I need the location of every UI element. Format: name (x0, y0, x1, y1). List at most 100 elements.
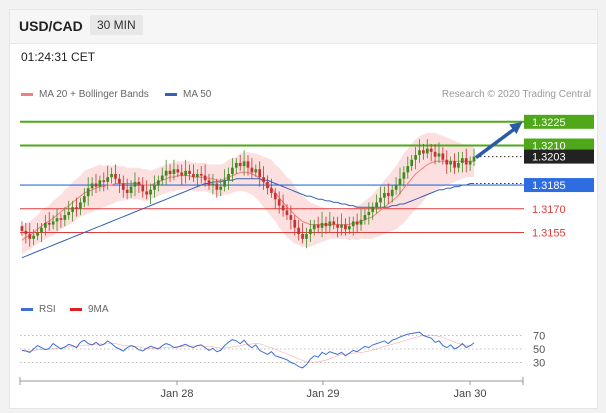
candle-body (320, 222, 324, 228)
candle-body (457, 162, 460, 168)
candle-body (328, 221, 332, 227)
timeframe-badge[interactable]: 30 MIN (90, 15, 143, 35)
x-tick-label: Jan 29 (306, 388, 339, 400)
candle-body (192, 173, 195, 178)
candle-body (258, 169, 262, 178)
candle-body (106, 177, 110, 182)
candle-body (453, 161, 456, 168)
candle-body (24, 230, 28, 235)
candle-body (367, 211, 371, 216)
candle-body (301, 234, 304, 239)
candle-body (36, 232, 39, 236)
candle-body (468, 161, 472, 165)
candle-body (164, 170, 168, 176)
candle-body (238, 162, 242, 167)
candle-body (250, 167, 254, 173)
candle-body (176, 169, 180, 173)
level-label-box (524, 178, 594, 193)
candle-body (410, 159, 414, 167)
ma50-swatch (165, 92, 177, 96)
candle-body (55, 218, 59, 222)
candle-body (153, 185, 156, 190)
legend-rsi: RSI (21, 304, 56, 315)
candle-body (445, 159, 449, 165)
candle-body (363, 215, 367, 220)
candle-body (418, 150, 421, 156)
candle-body (402, 172, 406, 179)
ma50-legend-label: MA 50 (183, 89, 212, 100)
timestamp: 01:24:31 CET (21, 50, 96, 64)
credit-text: Research © 2020 Trading Central (441, 89, 591, 100)
chart-card: USD/CAD 30 MIN 01:24:31 CET MA 20 + Boll… (9, 9, 598, 409)
candle-body (20, 226, 24, 231)
candle-body (425, 148, 429, 154)
candle-body (188, 170, 191, 174)
candle-body (40, 227, 43, 233)
candle-body (59, 218, 63, 220)
candle-body (262, 177, 265, 182)
rsi-tick-label: 50 (533, 344, 545, 356)
ma9-legend-label: 9MA (88, 304, 109, 315)
candle-body (433, 151, 437, 157)
rsi-swatch (21, 307, 33, 311)
ma20-swatch (21, 92, 33, 96)
rsi-9ma-line (21, 334, 475, 363)
candle-body (359, 219, 363, 225)
rsi-legend-label: RSI (39, 304, 56, 315)
level-label-1.3203: 1.3203 (532, 152, 566, 164)
level-label-box (524, 114, 594, 129)
candle-body (110, 173, 113, 178)
candle-body (340, 224, 343, 228)
candle-body (98, 180, 102, 187)
candle-body (414, 155, 417, 160)
candle-body (266, 181, 269, 189)
candle-body (285, 210, 289, 216)
candle-body (297, 227, 301, 235)
candle-body (336, 224, 340, 228)
candle-body (79, 202, 82, 209)
level-label-1.3155: 1.3155 (532, 227, 566, 239)
candle-body (149, 189, 152, 195)
candle-body (383, 192, 386, 198)
candle-body (28, 234, 32, 239)
header-bar: USD/CAD 30 MIN (10, 10, 597, 44)
candle-body (63, 215, 67, 220)
candle-body (82, 196, 86, 203)
candle-body (129, 186, 133, 193)
forecast-arrow-shaft (474, 126, 518, 159)
legend-ma20: MA 20 + Bollinger Bands (21, 89, 149, 100)
candle-body (422, 150, 425, 154)
legend-ma50: MA 50 (165, 89, 211, 100)
candle-body (211, 183, 215, 186)
rsi-tick-label: 70 (533, 331, 545, 343)
candle-body (390, 189, 394, 197)
candle-body (394, 185, 398, 190)
candle-body (184, 170, 188, 176)
candle-body (351, 221, 355, 227)
candle-body (371, 207, 375, 212)
candle-body (141, 185, 145, 192)
candle-body (449, 161, 453, 165)
level-label-1.3210: 1.3210 (532, 141, 566, 153)
candle-body (203, 175, 207, 181)
candle-body (289, 215, 293, 220)
candle-body (273, 192, 277, 200)
ma20-legend-label: MA 20 + Bollinger Bands (39, 89, 149, 100)
candle-body (43, 222, 47, 228)
candle-body (437, 153, 441, 157)
x-tick-label: Jan 30 (453, 388, 486, 400)
candle-body (102, 180, 106, 182)
candle-body (47, 222, 51, 225)
candle-body (227, 173, 230, 181)
candle-body (156, 180, 160, 186)
legend-9ma: 9MA (70, 304, 109, 315)
candle-body (242, 161, 246, 167)
candle-body (355, 221, 359, 225)
forecast-arrow-head (509, 121, 523, 135)
candle-body (312, 224, 316, 230)
candle-body (347, 226, 351, 230)
candle-body (441, 153, 445, 160)
candle-body (86, 188, 90, 197)
candle-body (118, 178, 121, 184)
